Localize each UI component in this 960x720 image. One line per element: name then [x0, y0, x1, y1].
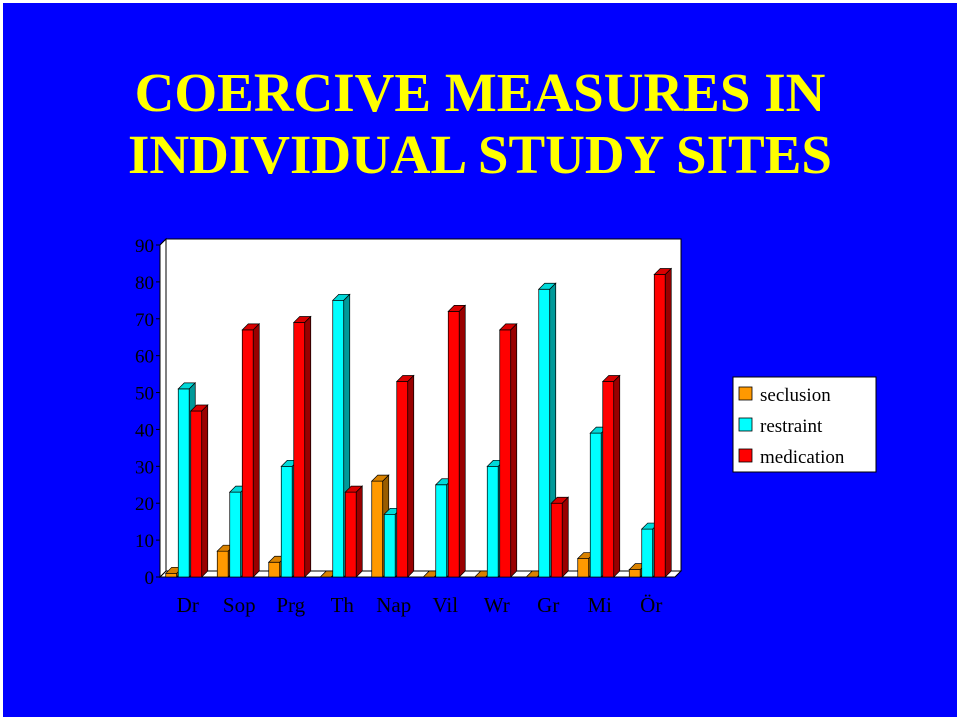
y-tick-label: 50 — [135, 384, 154, 405]
bar-medication-Th — [344, 485, 364, 578]
plot-side-wall — [159, 237, 167, 579]
bars — [164, 267, 673, 578]
title-line-2: INDIVIDUAL STUDY SITES — [127, 124, 833, 185]
x-category-label: Sop — [223, 593, 256, 617]
x-axis-category-labels: Dr Sop Prg Th Nap Vil Wr Gr Mi Ör — [177, 593, 663, 617]
legend-swatch-restraint — [738, 417, 753, 432]
x-category-label: Mi — [587, 593, 612, 617]
bar-medication-Sop — [241, 322, 261, 578]
x-category-label: Dr — [177, 593, 199, 617]
y-tick-label: 30 — [135, 457, 154, 478]
y-tick-label: 90 — [135, 236, 154, 257]
x-category-label: Prg — [276, 593, 305, 617]
legend-label-medication: medication — [760, 447, 845, 468]
bar-medication-Nap — [395, 374, 415, 578]
legend-swatch-medication — [738, 448, 753, 463]
bar-medication-Dr — [189, 404, 209, 578]
bar-medication-Wr — [498, 322, 518, 578]
y-tick-label: 80 — [135, 273, 154, 294]
legend-swatch-seclusion — [738, 386, 753, 401]
y-tick-label: 70 — [135, 310, 154, 331]
y-tick-label: 20 — [135, 494, 154, 515]
x-category-label: Gr — [537, 593, 559, 617]
bar-medication-Ör — [653, 267, 673, 578]
legend: seclusion restraint medication — [732, 376, 877, 473]
bar-medication-Vil — [447, 304, 467, 578]
x-category-label: Ör — [640, 593, 662, 617]
y-tick-label: 10 — [135, 531, 154, 552]
legend-label-seclusion: seclusion — [760, 385, 831, 406]
x-category-label: Wr — [484, 593, 510, 617]
bar-medication-Prg — [292, 315, 312, 578]
y-tick-label: 60 — [135, 347, 154, 368]
legend-label-restraint: restraint — [760, 416, 823, 437]
x-category-label: Nap — [376, 593, 411, 617]
title-line-1: COERCIVE MEASURES IN — [134, 62, 826, 123]
legend-box — [732, 376, 877, 473]
x-category-label: Th — [331, 593, 355, 617]
y-tick-label: 40 — [135, 420, 154, 441]
bar-medication-Mi — [601, 374, 621, 578]
y-tick-label: 0 — [145, 568, 155, 589]
bar-medication-Gr — [550, 496, 570, 578]
slide-title: COERCIVE MEASURES IN INDIVIDUAL STUDY SI… — [0, 62, 960, 186]
x-category-label: Vil — [432, 593, 458, 617]
